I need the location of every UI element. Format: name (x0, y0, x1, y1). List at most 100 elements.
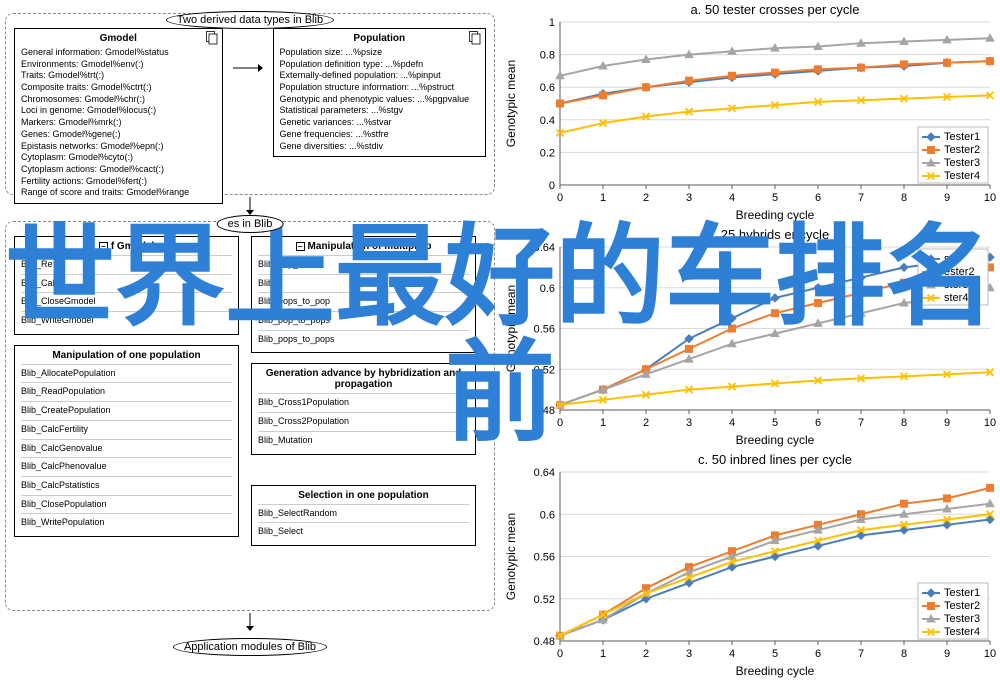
list-item: Blib_WriteGmodel (21, 311, 232, 330)
svg-text:Genotypic mean: Genotypic mean (504, 513, 518, 600)
svg-text:5: 5 (772, 417, 778, 429)
manip-multi-pop-box: −Manipulation of multiple p Blib_pop_tBl… (251, 236, 476, 353)
list-item: Blib_Cross2Population (258, 412, 469, 431)
list-item: Environments: Gmodel%env(:) (21, 59, 216, 71)
svg-text:10: 10 (984, 648, 996, 660)
svg-text:9: 9 (944, 648, 950, 660)
svg-text:Tester4: Tester4 (944, 626, 980, 638)
svg-text:2: 2 (643, 192, 649, 204)
svg-text:2: 2 (643, 417, 649, 429)
svg-text:10: 10 (984, 417, 996, 429)
document-icon (469, 31, 481, 45)
svg-text:0.64: 0.64 (534, 242, 555, 254)
svg-text:8: 8 (901, 648, 907, 660)
svg-text:0.48: 0.48 (534, 405, 555, 417)
list-item: Blib_pop_t (258, 255, 469, 274)
svg-text:8: 8 (901, 192, 907, 204)
list-item: Blib_CalcFertility (21, 420, 232, 439)
list-item: Blib_Re (21, 255, 232, 274)
selection-box: Selection in one population Blib_SelectR… (251, 485, 476, 546)
svg-text:0.48: 0.48 (534, 636, 555, 648)
list-item: Statistical parameters: ...%stgv (280, 105, 479, 117)
svg-text:9: 9 (944, 417, 950, 429)
svg-text:Tester1: Tester1 (944, 587, 980, 599)
svg-text:0.8: 0.8 (540, 50, 555, 62)
gmodel-box: Gmodel General information: Gmodel%statu… (14, 28, 223, 204)
svg-text:Tester3: Tester3 (944, 157, 980, 169)
arrow-down-icon (5, 613, 495, 635)
list-item: Blib_CalcGenovalue (21, 439, 232, 458)
svg-text:Tester4: Tester4 (944, 170, 980, 182)
svg-text:ster: ster (944, 253, 963, 265)
svg-text:2: 2 (643, 648, 649, 660)
list-item: Blib_SelectRandom (258, 504, 469, 523)
svg-text:ester2: ester2 (944, 266, 975, 278)
list-item: Genetic variances: ...%stvar (280, 117, 479, 129)
svg-text:0.52: 0.52 (534, 364, 555, 376)
section3-title: Application modules of Blib (173, 638, 327, 656)
svg-text:Breeding cycle: Breeding cycle (736, 208, 815, 222)
section1-title: Two derived data types in Blib (166, 11, 334, 29)
list-item: Epistasis networks: Gmodel%epn(:) (21, 141, 216, 153)
list-item: Blib_Mutation (258, 431, 469, 450)
list-item: Genes: Gmodel%gene(:) (21, 129, 216, 141)
svg-text:0: 0 (557, 648, 563, 660)
list-item: Traits: Gmodel%trt(:) (21, 70, 216, 82)
svg-text:7: 7 (858, 417, 864, 429)
svg-text:1: 1 (600, 648, 606, 660)
svg-text:ster4: ster4 (944, 292, 968, 304)
svg-text:c. 50 inbred lines per cycle: c. 50 inbred lines per cycle (698, 452, 852, 467)
list-item: Composite traits: Gmodel%ctrt(:) (21, 82, 216, 94)
svg-text:ster3: ster3 (944, 279, 968, 291)
list-item: Blib_AllocatePopulation (21, 364, 232, 383)
list-item: Gene diversities: ...%stdiv (280, 141, 479, 153)
list-item: Blib_pop_to_pops (258, 311, 469, 330)
svg-text:9: 9 (944, 192, 950, 204)
list-item: Gene frequencies: ...%stfre (280, 129, 479, 141)
section1-box: Gmodel General information: Gmodel%statu… (5, 13, 495, 195)
svg-text:4: 4 (729, 648, 735, 660)
section2-title: es in Blib (217, 215, 284, 233)
svg-text:7: 7 (858, 192, 864, 204)
svg-text:1: 1 (600, 417, 606, 429)
list-item: Blib_Select (258, 522, 469, 541)
arrow-right-icon (233, 58, 263, 78)
list-item: Loci in genome: Gmodel%locus(:) (21, 105, 216, 117)
svg-text:5: 5 (772, 192, 778, 204)
svg-text:Breeding cycle: Breeding cycle (736, 664, 815, 678)
collapse-icon[interactable]: − (296, 242, 305, 251)
svg-text:0.56: 0.56 (534, 324, 555, 336)
list-item: Blib_ClosePopulation (21, 495, 232, 514)
collapse-icon[interactable]: − (99, 242, 108, 251)
svg-text:7: 7 (858, 648, 864, 660)
svg-text:0: 0 (557, 417, 563, 429)
svg-text:3: 3 (686, 648, 692, 660)
svg-text:3: 3 (686, 417, 692, 429)
population-title: Population (280, 33, 479, 44)
svg-text:8: 8 (901, 417, 907, 429)
svg-text:Genotypic mean: Genotypic mean (504, 60, 518, 147)
list-item: Blib_ (258, 274, 469, 293)
list-item: Blib_WritePopulation (21, 513, 232, 532)
gmodel-title: Gmodel (21, 33, 216, 44)
svg-text:0.2: 0.2 (540, 147, 555, 159)
list-item: Blib_pops_to_pop (258, 292, 469, 311)
document-icon (206, 31, 218, 45)
gen-advance-box: Generation advance by hybridization and … (251, 363, 476, 454)
list-item: Population size: ...%psize (280, 47, 479, 59)
list-item: Cytoplasm actions: Gmodel%cact(:) (21, 164, 216, 176)
svg-text:Tester1: Tester1 (944, 131, 980, 143)
svg-text:1: 1 (549, 17, 555, 29)
list-item: Blib_CalcPstatistics (21, 476, 232, 495)
svg-text:5: 5 (772, 648, 778, 660)
list-item: Population structure information: ...%ps… (280, 82, 479, 94)
charts-panel: 00.20.40.60.81012345678910a. 50 tester c… (500, 0, 1000, 681)
svg-text:Tester2: Tester2 (944, 144, 980, 156)
population-lines: Population size: ...%psizePopulation def… (280, 47, 479, 152)
svg-text:Breeding cycle: Breeding cycle (736, 433, 815, 447)
svg-text:a. 50 tester crosses per cycle: a. 50 tester crosses per cycle (690, 2, 859, 17)
svg-text:4: 4 (729, 192, 735, 204)
list-item: Blib_CloseGmodel (21, 292, 232, 311)
svg-text:6: 6 (815, 192, 821, 204)
list-item: Blib_ReadPopulation (21, 382, 232, 401)
